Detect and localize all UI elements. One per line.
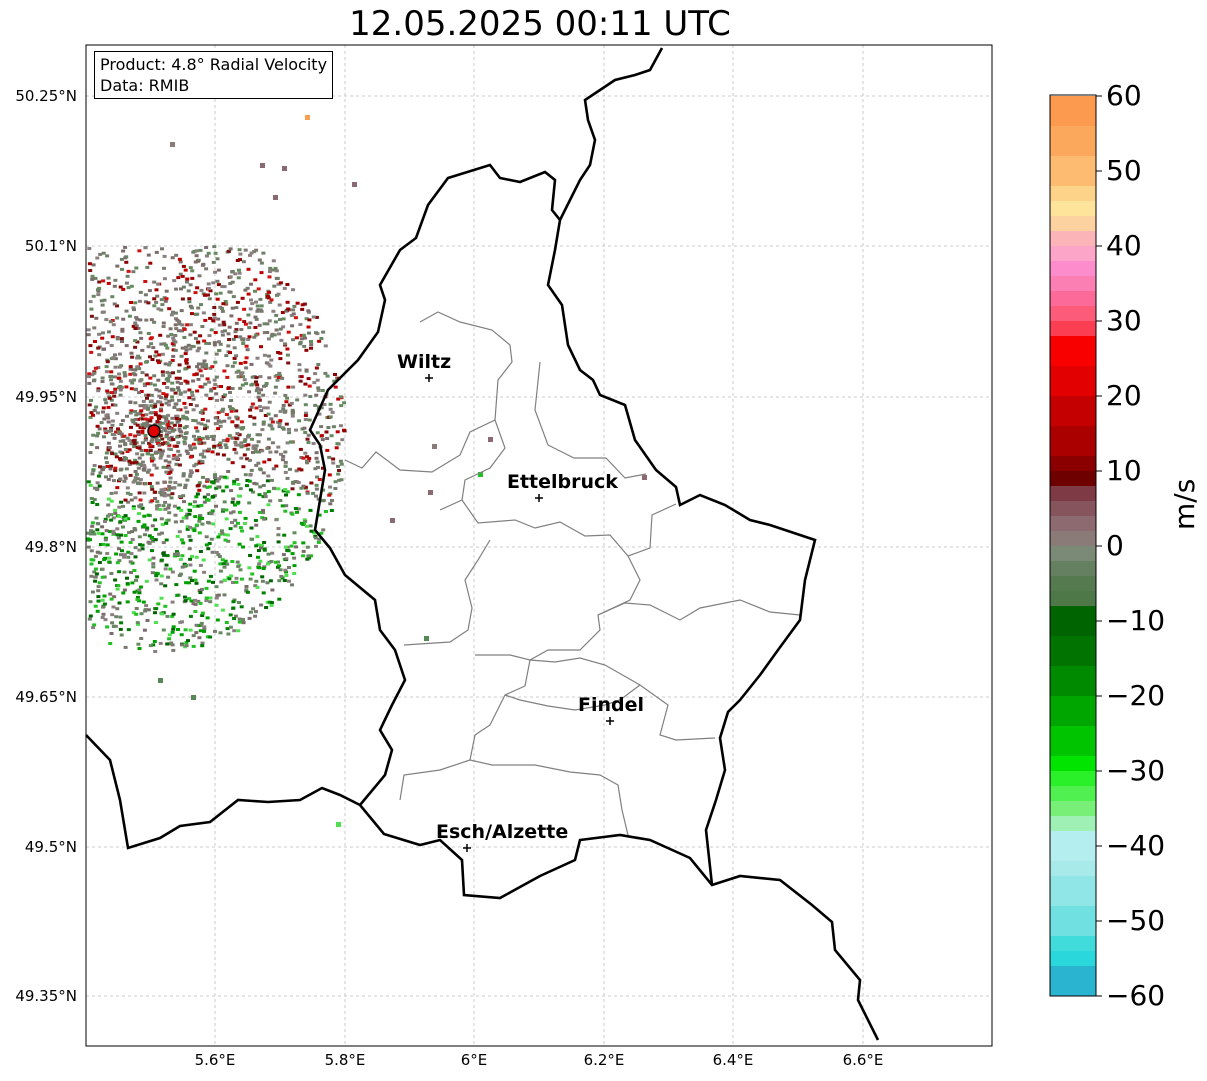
- colorbar-segment: [1050, 876, 1096, 907]
- colorbar-segment: [1050, 936, 1096, 952]
- colorbar-tick-label: −10: [1106, 604, 1166, 637]
- colorbar-segment: [1050, 636, 1096, 667]
- colorbar-segment: [1050, 291, 1096, 307]
- city-label-wiltz: Wiltz: [397, 351, 452, 373]
- colorbar-segment: [1050, 426, 1096, 457]
- colorbar-segment: [1050, 696, 1096, 727]
- colorbar-unit-label: m/s: [1168, 478, 1201, 530]
- colorbar-segment: [1050, 201, 1096, 217]
- colorbar-segment: [1050, 591, 1096, 607]
- colorbar-segment: [1050, 801, 1096, 817]
- colorbar-segment: [1050, 756, 1096, 772]
- colorbar-segment: [1050, 561, 1096, 577]
- colorbar-tick-label: −20: [1106, 679, 1166, 712]
- lon-tick: 6°E: [460, 1051, 488, 1069]
- colorbar-segment: [1050, 831, 1096, 862]
- lat-tick: 50.25°N: [15, 87, 77, 105]
- plot-frame: [85, 44, 993, 1047]
- grid-lines: [86, 45, 992, 1046]
- product-info-box: Product: 4.8° Radial Velocity Data: RMIB: [94, 51, 334, 99]
- city-label-ettelbruck: Ettelbruck: [507, 471, 618, 493]
- lat-tick: 49.8°N: [24, 538, 77, 556]
- colorbar-segment: [1050, 906, 1096, 937]
- colorbar-tick-label: 10: [1106, 454, 1142, 487]
- colorbar-segment: [1050, 126, 1096, 157]
- colorbar-segment: [1050, 666, 1096, 697]
- data-source-label: Data: RMIB: [100, 76, 190, 95]
- colorbar-segment: [1050, 261, 1096, 277]
- colorbar-segment: [1050, 951, 1096, 967]
- colorbar-segment: [1050, 366, 1096, 397]
- colorbar-segment: [1050, 726, 1096, 757]
- colorbar-segment: [1050, 546, 1096, 562]
- colorbar-segment: [1050, 861, 1096, 877]
- lat-tick: 49.35°N: [15, 987, 77, 1005]
- lat-tick: 49.95°N: [15, 388, 77, 406]
- colorbar-segment: [1050, 321, 1096, 337]
- colorbar-tick-label: 50: [1106, 154, 1142, 187]
- map-title: 12.05.2025 00:11 UTC: [349, 4, 731, 44]
- colorbar-segment: [1050, 186, 1096, 202]
- colorbar-tick-label: 20: [1106, 379, 1142, 412]
- colorbar-segment: [1050, 486, 1096, 502]
- colorbar-segment: [1050, 816, 1096, 832]
- colorbar-segment: [1050, 276, 1096, 292]
- colorbar-segment: [1050, 456, 1096, 472]
- city-label-findel: Findel: [578, 694, 645, 716]
- canton-boundaries: [344, 311, 801, 836]
- lat-tick: 49.65°N: [15, 688, 77, 706]
- colorbar-segment: [1050, 396, 1096, 427]
- colorbar-tick-label: −60: [1106, 979, 1166, 1012]
- colorbar-segment: [1050, 531, 1096, 547]
- colorbar-tick-label: −30: [1106, 754, 1166, 787]
- radar-echoes: [86, 115, 647, 827]
- colorbar-segment: [1050, 246, 1096, 262]
- colorbar: [1050, 96, 1096, 997]
- city-label-esch-alzette: Esch/Alzette: [436, 821, 569, 843]
- colorbar-segment: [1050, 516, 1096, 532]
- country-border: [85, 47, 880, 1041]
- colorbar-segment: [1050, 771, 1096, 787]
- colorbar-segment: [1050, 231, 1096, 247]
- colorbar-segment: [1050, 96, 1096, 127]
- lat-tick: 49.5°N: [24, 838, 77, 856]
- lon-tick: 6.4°E: [712, 1051, 754, 1069]
- colorbar-segment: [1050, 966, 1096, 997]
- colorbar-tick-label: −50: [1106, 904, 1166, 937]
- colorbar-segment: [1050, 501, 1096, 517]
- radar-site-marker: [147, 424, 161, 438]
- colorbar-tick-label: −40: [1106, 829, 1166, 862]
- lon-tick: 6.6°E: [842, 1051, 884, 1069]
- colorbar-tick-label: 60: [1106, 79, 1142, 112]
- lon-tick: 6.2°E: [583, 1051, 625, 1069]
- colorbar-segment: [1050, 306, 1096, 322]
- colorbar-segment: [1050, 471, 1096, 487]
- lon-tick: 5.6°E: [194, 1051, 236, 1069]
- colorbar-segment: [1050, 216, 1096, 232]
- colorbar-tick-label: 0: [1106, 529, 1124, 562]
- colorbar-tick-label: 40: [1106, 229, 1142, 262]
- colorbar-ticks: [1096, 95, 1102, 997]
- colorbar-segment: [1050, 156, 1096, 187]
- colorbar-tick-label: 30: [1106, 304, 1142, 337]
- colorbar-segment: [1050, 786, 1096, 802]
- colorbar-segment: [1050, 606, 1096, 637]
- product-label: Product: 4.8° Radial Velocity: [100, 55, 328, 74]
- colorbar-segment: [1050, 576, 1096, 592]
- lon-tick: 5.8°E: [324, 1051, 366, 1069]
- lat-tick: 50.1°N: [24, 237, 77, 255]
- city-markers: [425, 374, 614, 852]
- colorbar-segment: [1050, 336, 1096, 367]
